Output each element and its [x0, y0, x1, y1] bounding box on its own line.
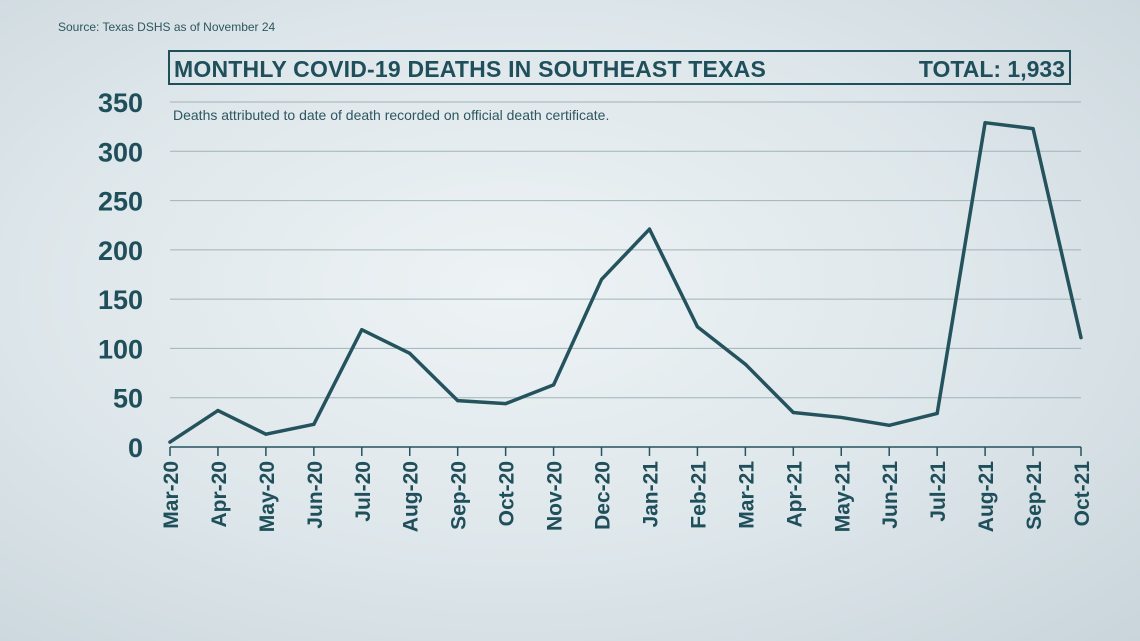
data-point: [312, 422, 316, 426]
x-tick-label: Apr-21: [783, 461, 806, 528]
x-tick-label: Apr-20: [208, 461, 231, 528]
series-line: [168, 120, 1083, 444]
title-box: MONTHLY COVID-19 DEATHS IN SOUTHEAST TEX…: [168, 50, 1071, 85]
y-tick-label: 100: [98, 334, 143, 364]
y-tick-label: 50: [113, 384, 143, 414]
data-point: [456, 399, 460, 403]
data-point: [360, 328, 364, 332]
data-point: [887, 423, 891, 427]
x-tick-label: Jun-20: [304, 461, 327, 529]
x-tick-label: Mar-20: [160, 461, 183, 529]
y-tick-label: 150: [98, 285, 143, 315]
data-point: [168, 440, 172, 444]
x-tick-label: May-21: [831, 461, 854, 533]
total-count: TOTAL: 1,933: [918, 56, 1065, 82]
data-point: [1079, 335, 1083, 340]
data-point: [599, 277, 604, 282]
y-tick-label: 250: [98, 187, 143, 217]
data-point: [408, 351, 412, 355]
data-point: [743, 362, 747, 366]
x-tick-label: May-20: [256, 461, 279, 532]
x-tick-label: Nov-20: [544, 461, 567, 531]
x-tick-label: Feb-21: [687, 461, 710, 529]
data-point: [935, 411, 939, 416]
x-tick-label: Dec-20: [592, 461, 615, 530]
x-tick-label: Jul-21: [927, 461, 950, 522]
data-point: [551, 383, 556, 387]
data-point: [264, 432, 268, 436]
data-point: [504, 402, 508, 406]
x-tick-label: Sep-21: [1023, 461, 1046, 530]
data-point: [216, 408, 220, 413]
x-tick-label: Oct-21: [1071, 461, 1094, 527]
data-point: [695, 325, 700, 329]
y-tick-label: 300: [98, 137, 143, 167]
x-tick-label: Sep-20: [448, 461, 471, 530]
x-tick-label: Jun-21: [879, 461, 902, 529]
data-point: [647, 227, 652, 231]
y-tick-label: 0: [128, 433, 143, 463]
y-tick-label: 200: [98, 236, 143, 266]
x-tick-label: Aug-20: [400, 461, 423, 532]
y-tick-label: 350: [98, 88, 143, 118]
chart-title: MONTHLY COVID-19 DEATHS IN SOUTHEAST TEX…: [174, 56, 766, 82]
data-point: [983, 121, 987, 125]
x-tick-label: Mar-21: [735, 461, 758, 529]
source-note: Source: Texas DSHS as of November 24: [58, 20, 276, 34]
data-point: [1031, 127, 1035, 131]
chart-subtitle: Deaths attributed to date of death recor…: [173, 107, 610, 123]
x-tick-label: Aug-21: [975, 461, 998, 532]
x-tick-label: Jan-21: [639, 461, 662, 528]
x-tick-label: Oct-20: [496, 461, 519, 526]
x-tick-label: Jul-20: [352, 461, 375, 522]
data-point: [791, 410, 795, 415]
data-point: [839, 415, 843, 420]
